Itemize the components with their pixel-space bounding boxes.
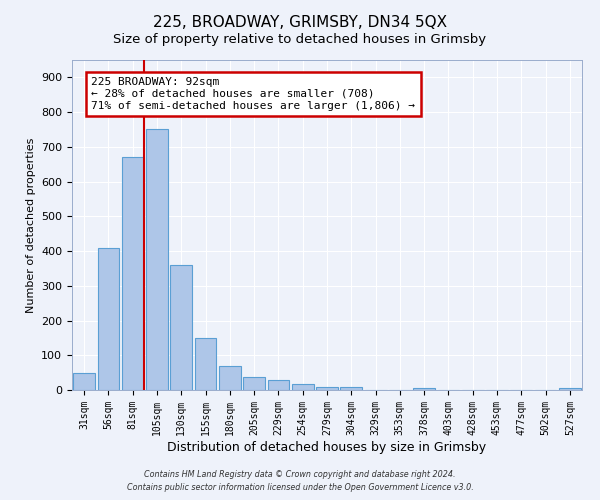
- Bar: [268, 380, 289, 390]
- Bar: [340, 386, 362, 390]
- Text: 225, BROADWAY, GRIMSBY, DN34 5QX: 225, BROADWAY, GRIMSBY, DN34 5QX: [153, 15, 447, 30]
- Bar: [559, 388, 581, 390]
- Bar: [73, 372, 95, 390]
- Bar: [146, 130, 168, 390]
- Bar: [413, 388, 435, 390]
- Bar: [292, 384, 314, 390]
- Bar: [194, 338, 217, 390]
- Y-axis label: Number of detached properties: Number of detached properties: [26, 138, 35, 312]
- Text: Size of property relative to detached houses in Grimsby: Size of property relative to detached ho…: [113, 32, 487, 46]
- Text: 225 BROADWAY: 92sqm
← 28% of detached houses are smaller (708)
71% of semi-detac: 225 BROADWAY: 92sqm ← 28% of detached ho…: [91, 78, 415, 110]
- Bar: [97, 248, 119, 390]
- X-axis label: Distribution of detached houses by size in Grimsby: Distribution of detached houses by size …: [167, 440, 487, 454]
- Bar: [122, 158, 143, 390]
- Bar: [243, 377, 265, 390]
- Bar: [170, 265, 192, 390]
- Bar: [219, 366, 241, 390]
- Bar: [316, 386, 338, 390]
- Text: Contains HM Land Registry data © Crown copyright and database right 2024.
Contai: Contains HM Land Registry data © Crown c…: [127, 470, 473, 492]
